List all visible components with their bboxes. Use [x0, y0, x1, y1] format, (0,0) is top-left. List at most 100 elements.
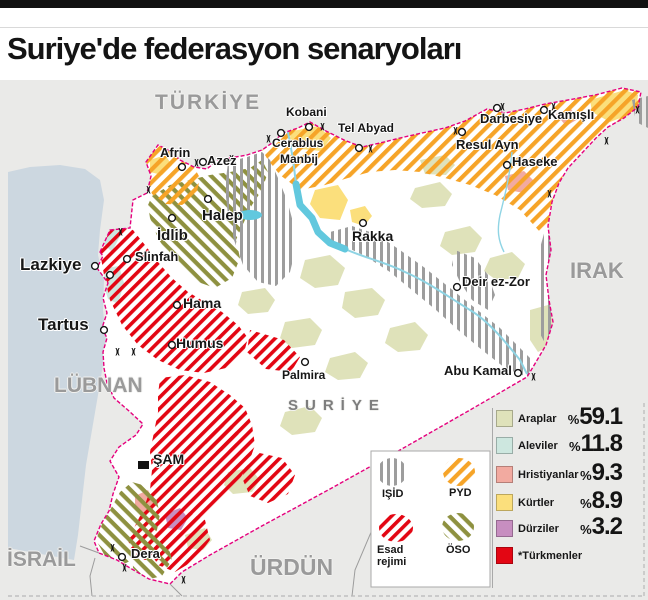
city-marker: [90, 261, 100, 271]
city-marker: [122, 254, 132, 264]
city-label-lazkiye: Lazkiye: [20, 255, 82, 274]
border-crossing-icon: )(: [320, 122, 324, 131]
city-marker: [203, 194, 213, 204]
header-divider: [0, 27, 648, 28]
turkmenler-label: *Türkmenler: [518, 550, 583, 562]
city-marker: [198, 157, 208, 167]
turkmenler-swatch: [496, 547, 513, 564]
country-label-urdun: ÜRDÜN: [250, 554, 334, 580]
border-crossing-icon: )(: [181, 575, 185, 584]
pyd-region: [146, 88, 641, 232]
hristiyanlar-label: Hristiyanlar: [518, 469, 579, 481]
border-crossing-icon: )(: [635, 105, 639, 114]
city-marker: [513, 368, 523, 378]
assad-lake: [292, 180, 349, 253]
city-label-resul-ayn: Resul Ayn: [456, 137, 519, 152]
city-marker: [502, 160, 512, 170]
faction-label-pyd: PYD: [449, 487, 472, 499]
aleviler-label: Aleviler: [518, 440, 558, 452]
page-title: Suriye'de federasyon senaryoları: [7, 31, 462, 66]
city-label-rakka: Rakka: [352, 228, 394, 244]
durziler-swatch: [496, 520, 513, 537]
city-label-idlib: İdlib: [157, 227, 188, 244]
kurtler-label: Kürtler: [518, 497, 555, 509]
syria-map: )( )( )( )( )( )( )( )( )( )( )( )( )( )…: [0, 80, 648, 600]
country-label-suriye: SURİYE: [288, 397, 386, 414]
country-label-israil: İSRAİL: [7, 548, 76, 571]
border-crossing-icon: )(: [122, 563, 126, 572]
esad-legend-swatch: [379, 514, 413, 542]
city-label-cerablus: Cerablus: [272, 136, 324, 150]
oso-legend-swatch: [442, 513, 474, 541]
city-label-kamisli: Kamışlı: [548, 107, 595, 122]
border-crossing-icon: )(: [551, 102, 555, 111]
legend-row-aleviler: Aleviler %11.8: [496, 430, 623, 457]
hristiyanlar-value: %9.3: [580, 459, 623, 486]
araplar-value: %59.1: [567, 403, 623, 430]
country-label-lubnan: LÜBNAN: [54, 374, 143, 397]
city-label-dera: Dera: [131, 546, 160, 561]
city-label-humus: Humus: [176, 335, 224, 351]
border-crossing-icon: )(: [604, 136, 608, 145]
border-crossing-icon: )(: [368, 144, 372, 153]
city-marker: [167, 213, 177, 223]
legend-row-durziler: Dürziler %3.2: [496, 513, 623, 540]
city-label-manbij: Manbij: [280, 152, 318, 166]
faction-label-esad: Esad rejimi: [377, 544, 407, 568]
mediterranean-sea: [8, 165, 106, 560]
city-label-halep: Halep: [202, 207, 243, 224]
isid-legend-swatch: [377, 458, 407, 486]
city-label-hama: Hama: [183, 295, 222, 311]
map-frame-bottom: [8, 402, 645, 597]
map-canvas: [8, 87, 648, 597]
city-marker: [172, 300, 182, 310]
city-marker: [304, 122, 314, 132]
city-marker: [354, 143, 364, 153]
city-marker: [105, 270, 115, 280]
border-crossing-icon: )(: [500, 102, 504, 111]
aleviler-swatch: [496, 437, 513, 454]
city-marker: [492, 103, 502, 113]
border-crossing-icon: )(: [547, 189, 551, 198]
pyd-legend-swatch: [443, 458, 475, 486]
border-crossing-icon: )(: [194, 158, 198, 167]
city-label-kobani: Kobani: [286, 105, 327, 119]
hristiyanlar-swatch: [496, 466, 513, 483]
city-marker: [117, 552, 127, 562]
city-label-sam: ŞAM: [153, 451, 185, 467]
city-label-haseke: Haseke: [512, 154, 558, 169]
durziler-value: %3.2: [580, 513, 623, 540]
khabur-river: [497, 151, 513, 253]
araplar-swatch: [496, 410, 513, 427]
syria-border: [93, 87, 642, 585]
city-markers: [90, 103, 549, 562]
city-marker: [457, 127, 467, 137]
city-marker: [358, 218, 368, 228]
border-crossing-icon: )(: [266, 134, 270, 143]
faction-label-isid: IŞİD: [382, 488, 404, 500]
city-label-tartus: Tartus: [38, 315, 89, 334]
capital-marker-sam: [138, 461, 149, 469]
country-label-irak: IRAK: [570, 258, 624, 283]
isid-region: [225, 152, 555, 377]
aleviler-value: %11.8: [569, 430, 623, 457]
afrin-lake: [238, 210, 262, 220]
border-crossing-icon: )(: [453, 126, 457, 135]
border-crossing-icon: )(: [118, 227, 122, 236]
kurtler-value: %8.9: [580, 487, 623, 514]
durziler-label: Dürziler: [518, 523, 559, 535]
city-label-afrin: Afrin: [160, 145, 191, 160]
faction-label-oso: ÖSO: [446, 544, 471, 556]
city-marker: [99, 325, 109, 335]
city-label-deir-ez-zor: Deir ez-Zor: [462, 274, 530, 289]
border-crossing-icon: )(: [131, 347, 135, 356]
araplar-label: Araplar: [518, 413, 557, 425]
city-label-palmira: Palmira: [282, 368, 326, 382]
country-label-turkiye: TÜRKİYE: [155, 91, 262, 114]
legend-row-araplar: Araplar %59.1: [496, 403, 623, 430]
border-crossing-icon: )(: [229, 154, 233, 163]
city-marker: [276, 128, 286, 138]
city-marker: [167, 340, 177, 350]
border-crossing-icon: )(: [146, 185, 150, 194]
